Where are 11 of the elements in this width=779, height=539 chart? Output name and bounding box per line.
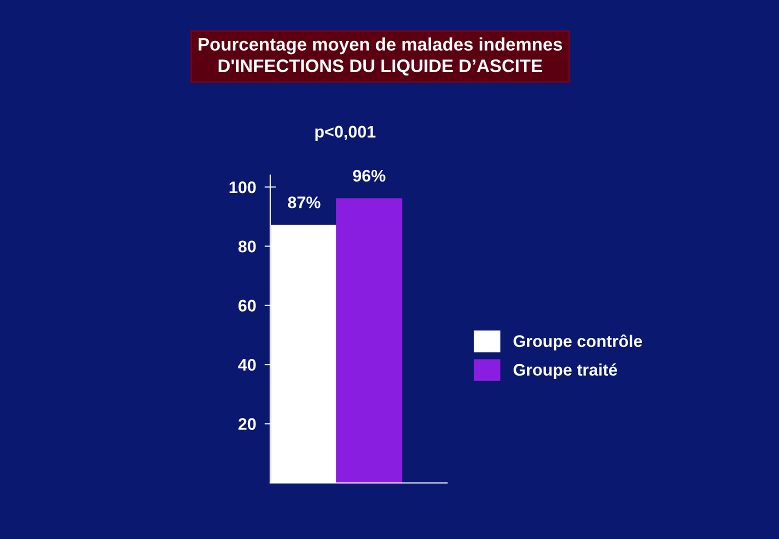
text: p<0,001 [315, 126, 376, 141]
y-tick-label: 20 [238, 418, 256, 430]
y-tick-label: 80 [238, 240, 256, 252]
chart-title: Pourcentage moyen de malades indemnes D'INFECTIONS DU LIQUIDE D’ASCITE [198, 37, 562, 76]
y-tick-label: 40 [238, 358, 256, 371]
y-tick-label: 100 [230, 181, 256, 194]
legend-label: Groupe traité [514, 363, 618, 380]
y-tick-label: 60 [238, 300, 256, 312]
data-label: 96% [353, 170, 386, 182]
data-label: 87% [288, 196, 320, 208]
legend-label: Groupe contrôle [514, 334, 642, 350]
